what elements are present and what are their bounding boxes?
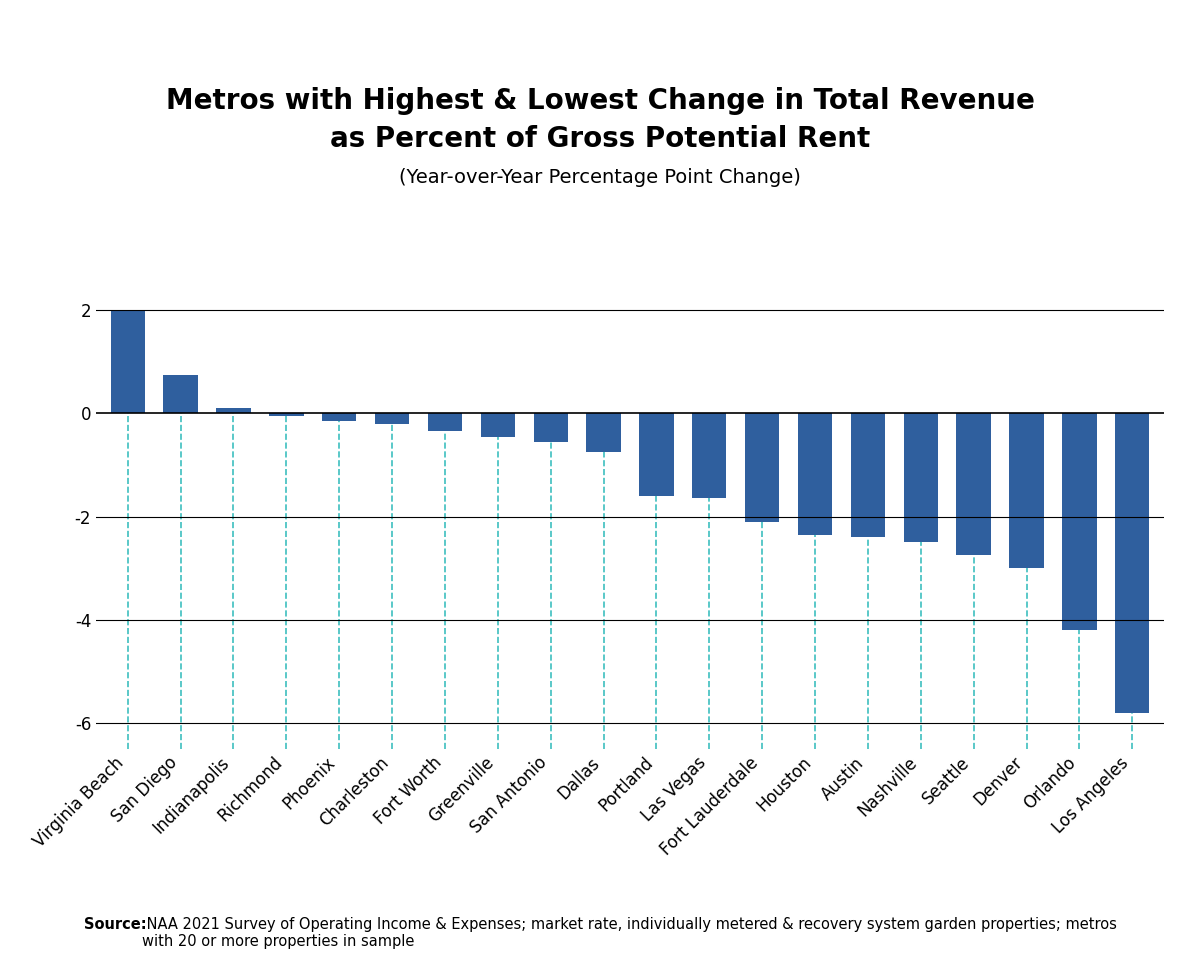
Bar <box>692 414 726 498</box>
Text: as Percent of Gross Potential Rent: as Percent of Gross Potential Rent <box>330 125 870 154</box>
Text: Metros with Highest & Lowest Change in Total Revenue: Metros with Highest & Lowest Change in T… <box>166 86 1034 115</box>
Bar <box>1062 414 1097 630</box>
Bar <box>216 408 251 414</box>
Bar <box>163 374 198 414</box>
Text: (Year-over-Year Percentage Point Change): (Year-over-Year Percentage Point Change) <box>400 168 800 187</box>
Bar <box>851 414 886 538</box>
Bar <box>110 310 145 414</box>
Bar <box>1009 414 1044 568</box>
Bar <box>587 414 620 452</box>
Bar <box>745 414 779 521</box>
Bar <box>481 414 515 437</box>
Bar <box>798 414 833 535</box>
Text: NAA 2021 Survey of Operating Income & Expenses; market rate, individually metere: NAA 2021 Survey of Operating Income & Ex… <box>142 917 1116 949</box>
Bar <box>904 414 938 542</box>
Bar <box>427 414 462 431</box>
Bar <box>640 414 673 496</box>
Bar <box>374 414 409 423</box>
Bar <box>269 414 304 416</box>
Bar <box>322 414 356 421</box>
Bar <box>1115 414 1150 712</box>
Bar <box>534 414 568 442</box>
Bar <box>956 414 991 555</box>
Text: Source:: Source: <box>84 917 146 932</box>
